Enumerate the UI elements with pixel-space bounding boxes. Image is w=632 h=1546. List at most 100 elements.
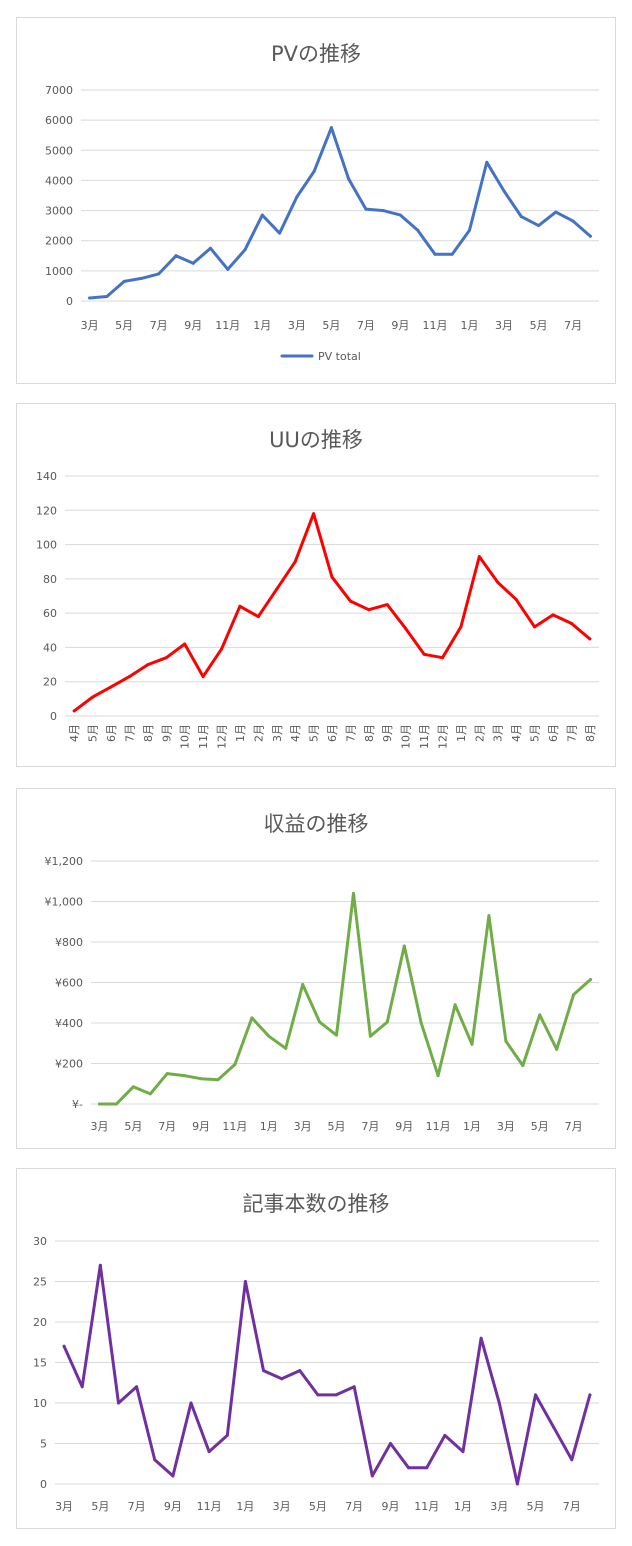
revenue-chart-panel: 収益の推移 ¥- ¥200 ¥400 ¥600 ¥800 ¥1,000 ¥1,200 3月 5月… — [16, 788, 616, 1149]
x-tick-label: 11月 — [197, 724, 210, 749]
data-point — [368, 1034, 372, 1038]
data-point — [293, 560, 297, 564]
data-point — [146, 663, 150, 667]
data-point — [588, 234, 592, 238]
data-point — [433, 252, 437, 256]
data-point — [225, 1433, 229, 1437]
data-point — [479, 1336, 483, 1340]
data-point — [461, 1450, 465, 1454]
data-point — [385, 1020, 389, 1024]
x-tick-label: 6月 — [326, 724, 339, 742]
x-tick-label: 5月 — [527, 1500, 545, 1513]
x-tick-label: 8月 — [363, 724, 376, 742]
x-tick-label: 7月 — [565, 1120, 583, 1133]
x-tick-label: 5月 — [308, 724, 321, 742]
x-tick-label: 11月 — [215, 319, 240, 332]
x-tick-label: 5月 — [531, 1120, 549, 1133]
x-tick-label: 11月 — [426, 1120, 451, 1133]
data-point — [554, 210, 558, 214]
data-point — [351, 891, 355, 895]
data-point — [497, 1401, 501, 1405]
data-point — [267, 1034, 271, 1038]
data-point — [419, 1021, 423, 1025]
data-point — [552, 1425, 556, 1429]
data-point — [318, 1020, 322, 1024]
data-point — [105, 294, 109, 298]
data-point — [135, 1385, 139, 1389]
data-point — [226, 267, 230, 271]
x-tick-label: 4月 — [68, 724, 81, 742]
data-point — [443, 1433, 447, 1437]
data-point — [521, 1064, 525, 1068]
y-tick-label: 0 — [66, 295, 73, 308]
data-point — [388, 1442, 392, 1445]
chart-title: 収益の推移 — [263, 812, 369, 836]
data-point — [295, 195, 299, 199]
data-point — [416, 228, 420, 232]
data-point — [370, 1474, 374, 1478]
data-point — [364, 207, 368, 211]
x-tick-label: 7月 — [128, 1500, 146, 1513]
data-point — [453, 1003, 457, 1007]
x-tick-label: 2月 — [473, 724, 486, 742]
x-tick-label: 5月 — [91, 1500, 109, 1513]
data-point — [519, 215, 523, 219]
data-point — [352, 1385, 356, 1389]
x-tick-label: 1月 — [454, 1500, 472, 1513]
x-tick-label: 8月 — [142, 724, 155, 742]
data-point — [398, 213, 402, 217]
x-tick-label: 5月 — [87, 724, 100, 742]
data-point — [139, 276, 143, 280]
x-tick-label: 5月 — [124, 1120, 142, 1133]
data-point — [312, 169, 316, 173]
y-tick-label: 120 — [36, 504, 57, 517]
data-point — [238, 604, 242, 608]
y-tick-label: 7000 — [45, 84, 73, 97]
data-point — [407, 1466, 411, 1470]
uu-chart-panel: UUの推移 0 20 40 60 80 100 120 140 4月 5月 6月 7月 8月 9月 10月 1… — [16, 403, 616, 767]
x-tick-label: 8月 — [584, 724, 597, 742]
x-tick-label: 9月 — [395, 1120, 413, 1133]
data-point — [278, 231, 282, 235]
x-tick-label: 9月 — [391, 319, 409, 332]
x-tick-label: 10月 — [400, 724, 413, 749]
data-point — [243, 248, 247, 252]
data-point — [468, 228, 471, 232]
x-tick-label: 7月 — [563, 1500, 581, 1513]
y-tick-label: 5000 — [45, 144, 73, 157]
data-point — [209, 246, 212, 250]
data-point — [425, 1466, 429, 1470]
y-tick-label: 25 — [33, 1276, 47, 1289]
x-tick-label: 1月 — [260, 1120, 278, 1133]
data-point — [183, 642, 187, 646]
chart-title: PVの推移 — [270, 42, 362, 66]
x-tick-label: 10月 — [179, 724, 192, 749]
y-tick-label: 2000 — [45, 235, 73, 248]
x-tick-label: 5月 — [322, 319, 340, 332]
data-point — [502, 189, 506, 193]
y-tick-label: ¥800 — [55, 936, 83, 949]
data-point — [385, 603, 389, 607]
x-tick-label: 7月 — [565, 724, 578, 742]
y-tick-label: ¥200 — [55, 1058, 83, 1071]
pv-chart: 0 1000 2000 3000 4000 5000 6000 7000 3月 5月 7月 9月 11月… — [45, 84, 599, 363]
y-tick-label: 0 — [50, 710, 57, 723]
x-tick-label: 9月 — [164, 1500, 182, 1513]
x-tick-label: 7月 — [361, 1120, 379, 1133]
data-point — [533, 625, 537, 629]
series-line — [62, 1263, 592, 1486]
data-point — [404, 627, 408, 631]
x-tick-label: 11月 — [418, 724, 431, 749]
x-tick-label: 3月 — [271, 724, 284, 742]
data-point — [381, 209, 385, 213]
x-tick-label: 9月 — [184, 319, 202, 332]
data-point — [80, 1385, 84, 1389]
x-tick-label: 5月 — [115, 319, 133, 332]
x-tick-label: 6月 — [105, 724, 118, 742]
data-point — [220, 647, 224, 651]
x-tick-label: 5月 — [328, 1120, 346, 1133]
x-tick-label: 5月 — [529, 724, 542, 742]
x-tick-label: 7月 — [357, 319, 375, 332]
data-point — [470, 1042, 474, 1046]
x-tick-label: 11月 — [222, 1120, 247, 1133]
